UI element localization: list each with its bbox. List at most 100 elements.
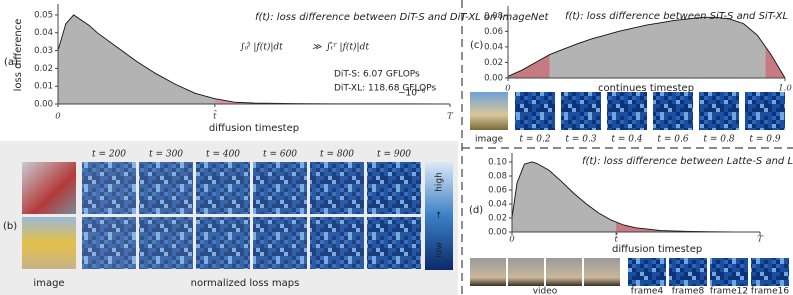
charts: 0.00 0.01 0.02 0.03 0.04 0.05 0 t̂ Tf(t): loss d… bbox=[4, 4, 793, 255]
colorbar-label: low bbox=[435, 242, 445, 257]
y-axis-label: loss difference bbox=[13, 19, 24, 92]
area bbox=[512, 162, 760, 232]
y-tick-label: 0.02 bbox=[488, 214, 507, 224]
loss-map bbox=[669, 258, 707, 286]
loss-map bbox=[607, 92, 647, 130]
y-tick-label: 0.01 bbox=[34, 82, 53, 92]
loss-map bbox=[751, 258, 789, 286]
annotation: ≫ bbox=[312, 43, 322, 53]
x-tick-label: 0 bbox=[505, 84, 511, 94]
y-tick-label: 0.08 bbox=[484, 11, 503, 21]
time-label: t = 0.4 bbox=[611, 135, 642, 145]
x-tick-label: 1.0 bbox=[778, 84, 792, 94]
chart-panel: 0.00 0.02 0.04 0.06 0.08 0 1.0 f(t): loss diffe… bbox=[470, 6, 792, 94]
y-tick-label: 0.02 bbox=[34, 64, 53, 74]
loss-map bbox=[628, 258, 666, 286]
time-label: t = 900 bbox=[377, 150, 411, 160]
chart-panel: 0.00 0.02 0.04 0.06 0.08 0.10 0 t̂ Tf(t): loss d… bbox=[469, 153, 793, 255]
loss-map bbox=[367, 217, 421, 269]
y-tick-label: 0.10 bbox=[488, 158, 507, 168]
x-axis-label: diffusion timestep bbox=[209, 123, 299, 134]
input-image bbox=[470, 92, 508, 130]
time-label: t = 200 bbox=[92, 150, 126, 160]
loss-map bbox=[367, 162, 421, 214]
time-label: t = 800 bbox=[320, 150, 354, 160]
time-label: t = 300 bbox=[149, 150, 183, 160]
loss-map bbox=[139, 217, 193, 269]
loss-map bbox=[699, 92, 739, 130]
x-axis-label: continues timestep bbox=[598, 83, 694, 94]
annotation: DiT-XL: 118.68 GFLOPs bbox=[334, 84, 437, 94]
frame-label: frame4 bbox=[631, 287, 664, 295]
y-tick-label: 0.00 bbox=[484, 74, 503, 84]
loss-map bbox=[82, 217, 136, 269]
panel-label: (d) bbox=[469, 205, 483, 216]
loss-map bbox=[310, 162, 364, 214]
x-tick-label: T bbox=[757, 235, 764, 245]
y-tick-label: 0.04 bbox=[488, 200, 507, 210]
line bbox=[507, 16, 786, 79]
panel-label: (b) bbox=[3, 221, 17, 232]
x-tick-label: t̂ bbox=[213, 109, 217, 122]
time-label: t = 0.8 bbox=[703, 135, 734, 145]
panel-label: (a) bbox=[4, 57, 18, 68]
highlight-area bbox=[616, 222, 760, 232]
y-tick-label: 0.06 bbox=[488, 186, 507, 196]
y-tick-label: 0.00 bbox=[34, 100, 53, 110]
loss-map bbox=[253, 217, 307, 269]
loss-map bbox=[253, 162, 307, 214]
x-axis-label: diffusion timestep bbox=[612, 244, 702, 255]
colorbar bbox=[425, 162, 453, 270]
annotation: ∫₀ᵗ̂ |f(t)|dt bbox=[240, 42, 283, 53]
x-tick-label: 0 bbox=[509, 235, 515, 245]
caption: image bbox=[33, 278, 64, 289]
y-tick-label: 0.00 bbox=[488, 228, 507, 238]
time-label: t = 0.3 bbox=[565, 135, 596, 145]
time-label: t = 0.2 bbox=[519, 135, 550, 145]
video-frame bbox=[546, 258, 582, 286]
loss-map bbox=[653, 92, 693, 130]
x-tick-label: 0 bbox=[55, 112, 61, 122]
frame-label: frame12 bbox=[710, 287, 748, 295]
loss-map bbox=[310, 217, 364, 269]
caption: video bbox=[533, 287, 558, 295]
y-tick-label: 0.05 bbox=[34, 10, 53, 20]
y-tick-label: 0.04 bbox=[484, 42, 503, 52]
colorbar-label: → bbox=[435, 211, 445, 219]
panel-label: (c) bbox=[470, 40, 483, 51]
colorbar-label: high bbox=[435, 172, 445, 192]
frame-label: frame8 bbox=[672, 287, 705, 295]
input-image bbox=[22, 162, 76, 214]
loss-map bbox=[82, 162, 136, 214]
time-label: t = 400 bbox=[206, 150, 240, 160]
loss-map bbox=[710, 258, 748, 286]
caption: normalized loss maps bbox=[191, 278, 300, 289]
y-tick-label: 0.08 bbox=[488, 172, 507, 182]
y-tick-label: 0.02 bbox=[484, 58, 503, 68]
loss-map bbox=[196, 217, 250, 269]
input-image bbox=[22, 217, 76, 269]
time-label: t = 600 bbox=[263, 150, 297, 160]
chart-title: f(t): loss difference between SiT-S and … bbox=[565, 11, 788, 22]
time-label: t = 0.6 bbox=[657, 135, 688, 145]
annotation: ∫ₜ̂ᵀ |f(t)|dt bbox=[326, 42, 369, 53]
video-frame bbox=[470, 258, 506, 286]
caption: image bbox=[475, 135, 503, 145]
annotation: DiT-S: 6.07 GFLOPs bbox=[334, 70, 420, 80]
chart-panel: 0.00 0.01 0.02 0.03 0.04 0.05 0 t̂ Tf(t): loss d… bbox=[4, 4, 550, 134]
x-tick-label: t̂ bbox=[614, 232, 618, 245]
y-tick-label: 0.03 bbox=[34, 46, 53, 56]
loss-map bbox=[139, 162, 193, 214]
highlight-area bbox=[214, 98, 450, 104]
annotation: ~10⁻⁶ bbox=[398, 89, 426, 99]
chart-title: f(t): loss difference between Latte-S an… bbox=[582, 156, 793, 167]
loss-map bbox=[515, 92, 555, 130]
loss-map bbox=[745, 92, 785, 130]
y-tick-label: 0.06 bbox=[484, 27, 503, 37]
loss-map bbox=[196, 162, 250, 214]
y-tick-label: 0.04 bbox=[34, 28, 53, 38]
x-tick-label: T bbox=[447, 112, 454, 122]
line bbox=[511, 161, 761, 233]
video-frame bbox=[508, 258, 544, 286]
